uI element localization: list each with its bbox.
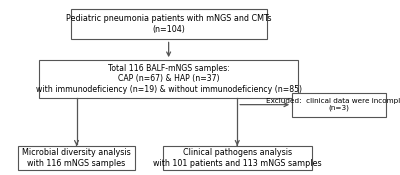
FancyBboxPatch shape bbox=[18, 146, 135, 170]
Text: Excluded:  clinical data were incomplete
(n=3): Excluded: clinical data were incomplete … bbox=[266, 98, 400, 111]
FancyBboxPatch shape bbox=[39, 60, 298, 98]
Text: Total 116 BALF-mNGS samples:
CAP (n=67) & HAP (n=37)
with immunodeficiency (n=19: Total 116 BALF-mNGS samples: CAP (n=67) … bbox=[36, 64, 302, 94]
FancyBboxPatch shape bbox=[71, 9, 267, 40]
FancyBboxPatch shape bbox=[163, 146, 312, 170]
Text: Microbial diversity analysis
with 116 mNGS samples: Microbial diversity analysis with 116 mN… bbox=[22, 148, 131, 167]
FancyBboxPatch shape bbox=[292, 93, 386, 117]
Text: Clinical pathogens analysis
with 101 patients and 113 mNGS samples: Clinical pathogens analysis with 101 pat… bbox=[153, 148, 322, 167]
Text: Pediatric pneumonia patients with mNGS and CMTs
(n=104): Pediatric pneumonia patients with mNGS a… bbox=[66, 14, 271, 34]
